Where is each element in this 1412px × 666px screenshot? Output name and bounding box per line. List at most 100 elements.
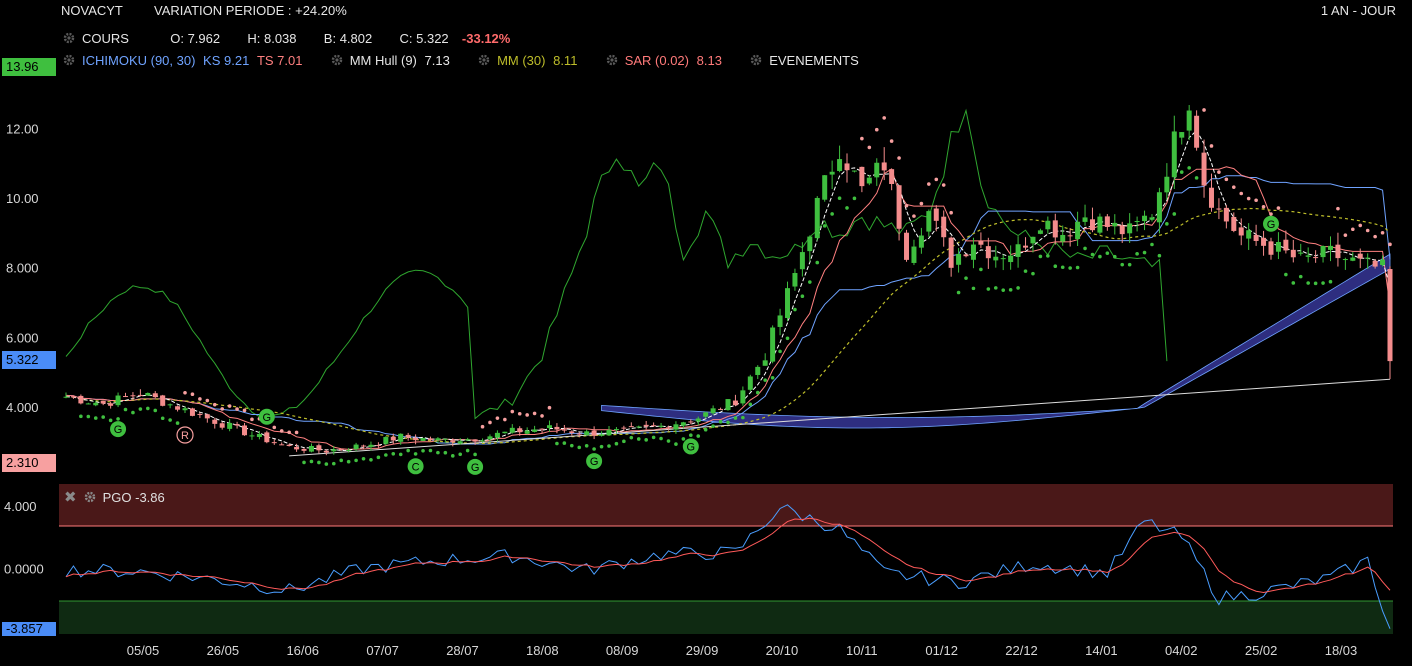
sar-dot bbox=[1328, 279, 1333, 284]
event-marker bbox=[110, 421, 127, 438]
gear-icon[interactable] bbox=[477, 53, 491, 67]
sar-dot bbox=[1053, 264, 1058, 268]
candle bbox=[375, 445, 381, 447]
candle bbox=[152, 393, 158, 398]
sar-dot bbox=[1365, 228, 1370, 233]
candle bbox=[985, 246, 991, 259]
x-tick-label: 26/05 bbox=[207, 643, 240, 658]
sar-dot bbox=[889, 139, 894, 143]
gear-icon[interactable] bbox=[62, 31, 76, 45]
gear-icon[interactable] bbox=[605, 53, 619, 67]
candle bbox=[970, 244, 976, 260]
sar-dot bbox=[1239, 191, 1244, 196]
pgo-tick-label: 0.0000 bbox=[4, 561, 44, 576]
candle bbox=[561, 429, 567, 431]
sar-dot bbox=[584, 443, 589, 448]
close-value: 5.322 bbox=[416, 31, 449, 46]
candle bbox=[1372, 260, 1378, 267]
gear-icon[interactable] bbox=[83, 490, 97, 504]
pgo-overbought-zone bbox=[59, 484, 1393, 526]
candle bbox=[1320, 245, 1326, 258]
sar-dot bbox=[279, 429, 284, 433]
sar-dot bbox=[413, 452, 418, 456]
candle bbox=[450, 440, 456, 443]
event-letter: G bbox=[263, 412, 272, 424]
sar-dot bbox=[123, 407, 128, 412]
sar-dot bbox=[212, 402, 217, 407]
candle bbox=[1127, 223, 1133, 234]
x-tick-label: 20/10 bbox=[766, 643, 799, 658]
events-toggle[interactable]: EVENEMENTS bbox=[769, 53, 859, 68]
sar-dot bbox=[428, 448, 433, 453]
kijun-line bbox=[65, 175, 1391, 445]
candle bbox=[353, 444, 359, 449]
candle bbox=[1052, 220, 1058, 238]
sar-dot bbox=[785, 336, 790, 341]
event-letter: G bbox=[590, 456, 599, 468]
candle bbox=[63, 396, 69, 398]
y-tick-label: 12.00 bbox=[6, 121, 39, 136]
sar-dot bbox=[919, 201, 924, 206]
event-letter: G bbox=[471, 462, 480, 474]
sar-dot bbox=[391, 451, 396, 456]
candle bbox=[628, 426, 634, 428]
sar-dot bbox=[1157, 253, 1162, 258]
sar-dot bbox=[1150, 242, 1154, 247]
sar-dot bbox=[837, 196, 842, 200]
candle bbox=[442, 438, 448, 440]
sar-dot bbox=[398, 452, 403, 457]
gear-icon[interactable] bbox=[330, 53, 344, 67]
candle bbox=[978, 241, 984, 245]
candle bbox=[822, 175, 828, 200]
event-marker bbox=[682, 438, 699, 455]
y-last-badge: 5.322 bbox=[2, 351, 56, 369]
candle bbox=[941, 216, 947, 238]
candle bbox=[1231, 216, 1237, 231]
tenkan-line bbox=[65, 166, 1391, 450]
gear-icon[interactable] bbox=[749, 53, 763, 67]
sar-dot bbox=[79, 414, 83, 419]
sar-dot bbox=[636, 437, 641, 441]
sar-dot bbox=[815, 260, 820, 265]
candle bbox=[881, 162, 887, 171]
sar-dot bbox=[763, 378, 767, 382]
sar-dot bbox=[741, 415, 745, 420]
candle bbox=[137, 394, 143, 396]
y-tick-label: 6.000 bbox=[6, 330, 39, 345]
candle bbox=[837, 159, 843, 172]
candle bbox=[1112, 222, 1118, 227]
candle bbox=[182, 408, 188, 411]
candle bbox=[1275, 242, 1281, 252]
sar-dot bbox=[138, 407, 143, 411]
sar-dot bbox=[1373, 234, 1377, 239]
candle bbox=[1305, 255, 1311, 257]
candle bbox=[1387, 269, 1393, 362]
ichimoku-label: ICHIMOKU (90, 30) bbox=[82, 53, 196, 68]
hull-label: MM Hull (9) bbox=[349, 53, 417, 68]
sar-dot bbox=[1142, 250, 1147, 255]
candle bbox=[494, 432, 500, 438]
candle bbox=[1327, 245, 1333, 250]
sar-dot bbox=[517, 411, 522, 416]
gear-icon[interactable] bbox=[62, 53, 76, 67]
candle bbox=[851, 170, 857, 172]
candle bbox=[688, 421, 694, 423]
sar-dot bbox=[1090, 252, 1095, 257]
sar-dot bbox=[1321, 281, 1325, 285]
sar-dot bbox=[860, 136, 864, 141]
sar-dot bbox=[733, 416, 738, 420]
ks-value: KS 9.21 bbox=[203, 53, 250, 68]
sar-dot bbox=[1231, 185, 1236, 189]
sar-dot bbox=[1224, 177, 1229, 182]
sar-dot bbox=[622, 439, 626, 444]
sar-dot bbox=[153, 408, 158, 413]
sar-dot bbox=[324, 462, 329, 466]
close-icon[interactable]: ✖ bbox=[64, 489, 77, 506]
candle bbox=[874, 162, 880, 178]
sar-dot bbox=[480, 424, 485, 429]
candle bbox=[1104, 216, 1110, 227]
sar-dot bbox=[696, 434, 701, 438]
timeframe-selector[interactable]: 1 AN - JOUR bbox=[1320, 3, 1396, 18]
candle bbox=[606, 430, 612, 436]
